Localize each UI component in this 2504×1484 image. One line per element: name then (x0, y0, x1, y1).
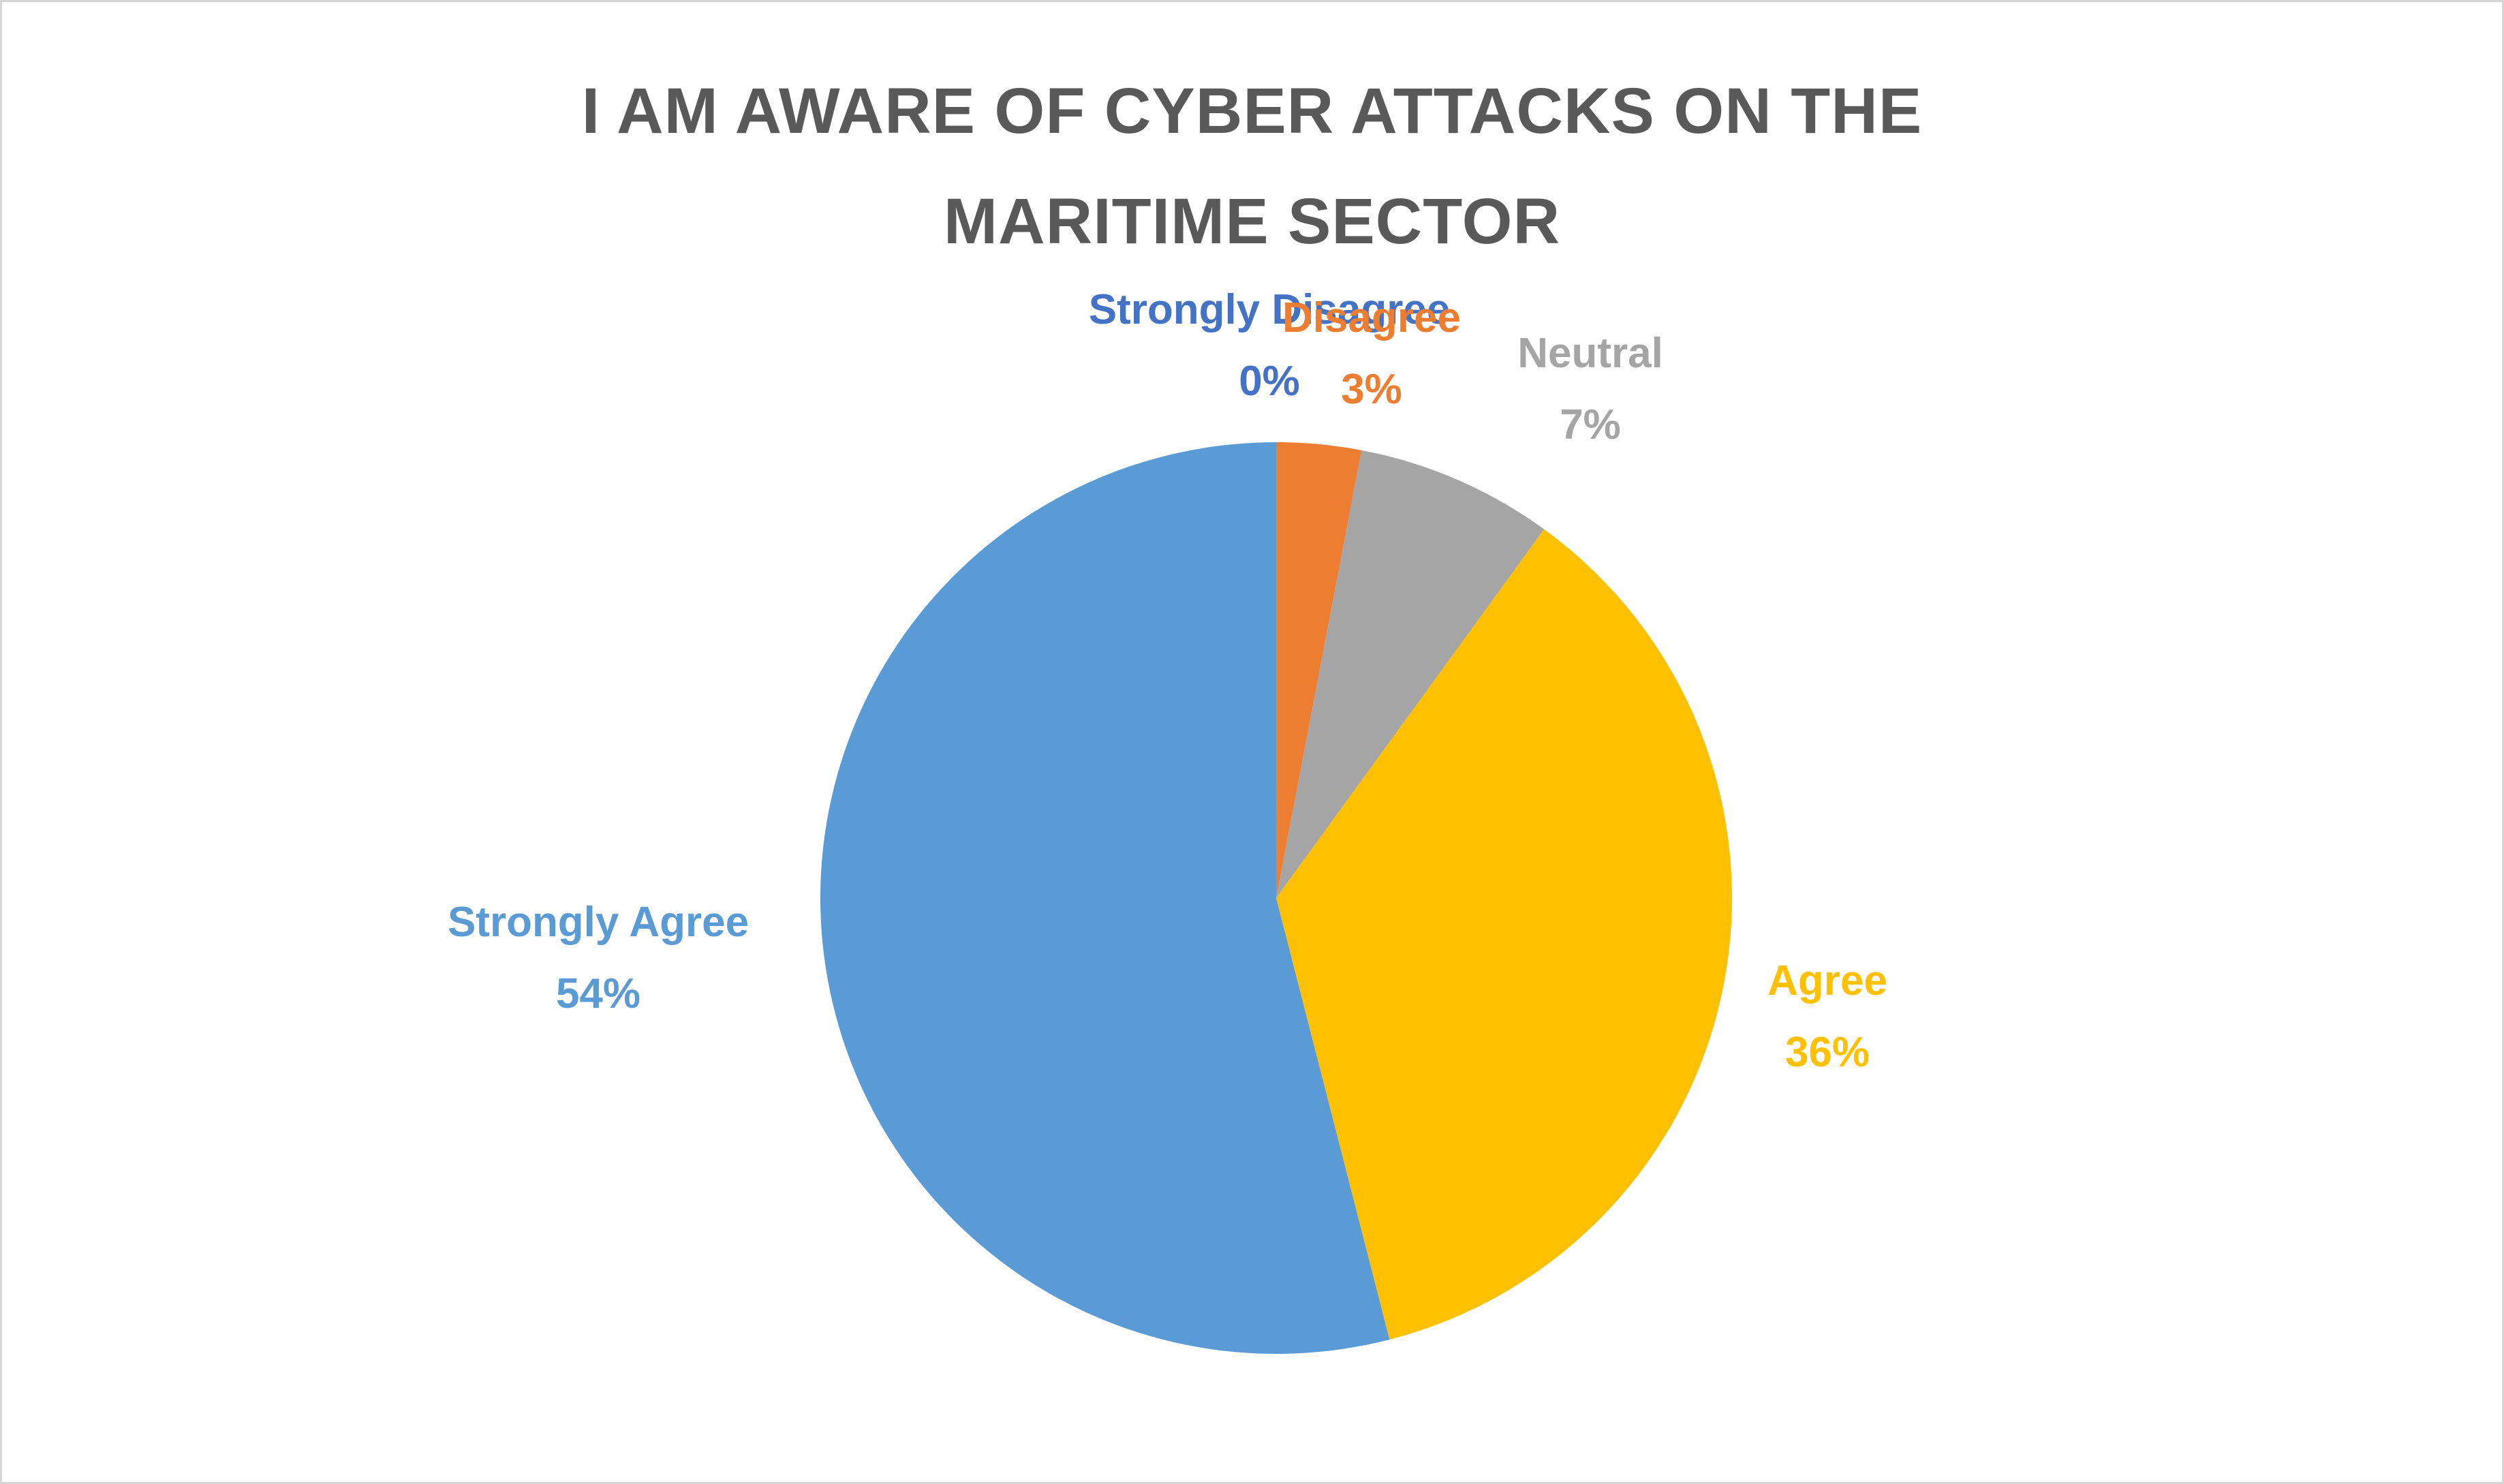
slice-label-percent: 0% (1239, 358, 1300, 405)
slice-label-percent: 54% (555, 970, 641, 1017)
slice-label-agree: Agree 36% (1767, 945, 1887, 1088)
slice-label-strongly-agree: Strongly Agree 54% (448, 886, 749, 1030)
chart-title-text: I AM AWARE OF CYBER ATTACKS ON THE MARIT… (581, 75, 1923, 258)
slice-label-neutral: Neutral 7% (1517, 318, 1663, 461)
slice-label-text: Strongly Agree (447, 899, 749, 946)
slice-label-text: Disagree (1282, 294, 1461, 341)
pie-slice-agree (1276, 529, 1732, 1340)
slice-label-percent: 7% (1560, 401, 1621, 448)
slice-label-percent: 3% (1341, 366, 1402, 413)
chart-title: I AM AWARE OF CYBER ATTACKS ON THE MARIT… (2, 57, 2502, 277)
pie-chart (820, 442, 1732, 1354)
slice-label-text: Agree (1767, 957, 1887, 1004)
slice-label-disagree: Disagree 3% (1282, 282, 1461, 425)
pie-slice-strongly-agree (820, 442, 1390, 1354)
pie-slice-neutral (1276, 450, 1545, 898)
pie-slice-disagree (1276, 442, 1362, 898)
slice-label-strongly-disagree: Strongly Disagree 0% (1089, 274, 1451, 417)
slice-label-text: Strongly Disagree (1088, 286, 1451, 333)
slice-label-percent: 36% (1784, 1029, 1870, 1076)
slice-label-text: Neutral (1517, 330, 1663, 377)
